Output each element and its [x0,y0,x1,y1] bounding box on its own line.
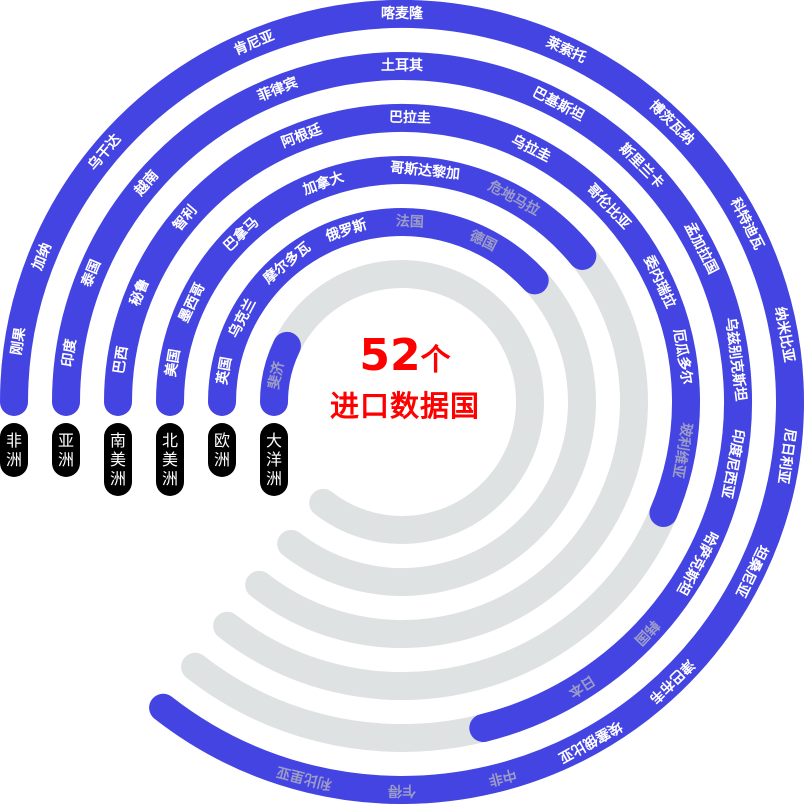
ring-progress-arc [260,331,301,416]
continent-pill-north-america: 北美洲 [156,423,184,496]
continent-pill-oceania: 大洋洲 [260,423,288,496]
ring-progress-arc [104,103,700,527]
continent-name: 非洲 [5,431,22,469]
ring-6: 斐济 [260,260,544,544]
ring-track [260,260,544,544]
continent-pill-africa: 非洲 [0,423,28,477]
country-label: 刚果 [9,325,29,356]
country-label: 哥斯达黎加 [389,159,460,183]
country-label: 中非 [487,765,518,789]
continent-name: 欧洲 [213,431,230,469]
country-label: 巴西 [111,345,131,375]
country-label: 土耳其 [381,57,423,74]
continent-name: 大洋洲 [265,431,282,488]
country-count: 52 [359,330,421,381]
continent-pill-south-america: 南美洲 [104,423,132,496]
center-summary: 52个 进口数据国 [300,328,510,428]
country-label: 印度 [59,337,80,368]
ring-progress-arc [156,156,597,416]
continent-name: 亚洲 [57,431,74,469]
continent-name: 北美洲 [161,431,178,488]
country-label: 巴拉圭 [389,109,431,127]
country-label: 美国 [162,348,183,378]
country-label: 英国 [213,355,235,387]
count-unit: 个 [420,343,451,378]
country-label: 乍得 [388,782,416,799]
ring-progress-arc [208,208,549,416]
continent-pill-asia: 亚洲 [52,423,80,477]
ring-progress-arc [52,52,752,743]
country-label: 法国 [396,213,425,231]
country-label: 斐济 [265,359,288,391]
continent-pill-europe: 欧洲 [208,423,236,477]
continent-name: 南美洲 [109,431,126,488]
center-label: 进口数据国 [329,389,480,423]
country-label: 喀麦隆 [381,5,424,22]
